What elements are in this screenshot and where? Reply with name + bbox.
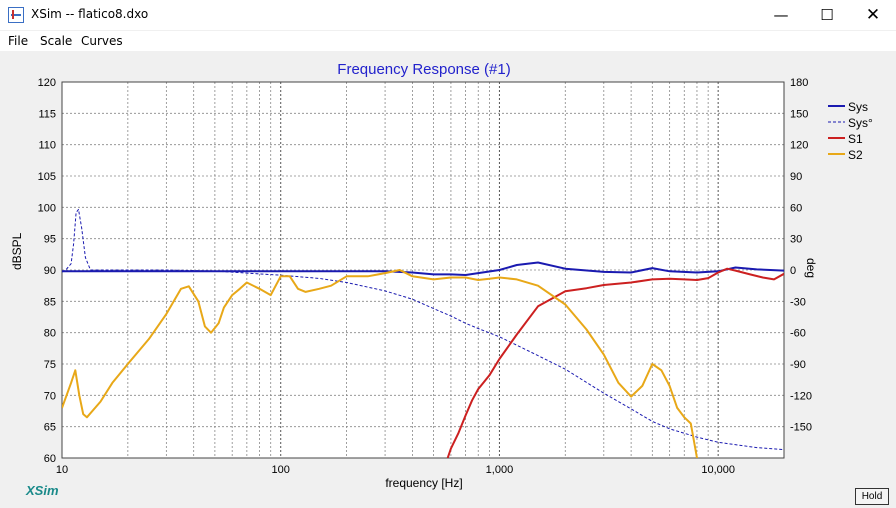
y-tick-label: 80: [44, 328, 56, 340]
title-bar: XSim -- flatico8.dxo — ☐ ✕: [0, 0, 896, 31]
x-tick-label: 10: [56, 464, 68, 476]
menu-file[interactable]: File: [8, 34, 29, 48]
y2-tick-label: 30: [790, 234, 802, 246]
series-line-sys: [62, 261, 784, 276]
legend-label: Sys: [848, 100, 868, 114]
y-tick-label: 70: [44, 390, 56, 402]
y2-tick-label: -120: [790, 390, 812, 402]
x-tick-label: 10,000: [701, 464, 735, 476]
y-tick-label: 65: [44, 422, 56, 434]
y2-tick-label: 150: [790, 108, 808, 120]
y-tick-label: 85: [44, 296, 56, 308]
menu-scale[interactable]: Scale: [40, 34, 73, 48]
y-axis-label-left: dBSPL: [10, 232, 24, 270]
y-tick-label: 110: [38, 140, 56, 152]
y2-tick-label: 0: [790, 265, 796, 277]
series-line-s2: [62, 269, 698, 458]
y-tick-label: 95: [44, 234, 56, 246]
xsim-brand-label: XSim: [26, 483, 59, 498]
x-tick-label: 1,000: [486, 464, 514, 476]
y2-tick-label: 120: [790, 140, 808, 152]
y-tick-label: 75: [44, 359, 56, 371]
x-tick-label: 100: [272, 464, 290, 476]
menu-curves[interactable]: Curves: [81, 34, 123, 48]
y-tick-label: 105: [38, 171, 56, 183]
y-tick-label: 90: [44, 265, 56, 277]
y-tick-label: 120: [38, 77, 56, 89]
legend-label: S2: [848, 148, 863, 162]
y2-tick-label: -150: [790, 422, 812, 434]
y-tick-label: 115: [38, 108, 56, 120]
y2-tick-label: -60: [790, 328, 806, 340]
menu-bar: File Scale Curves: [0, 31, 896, 51]
y2-tick-label: 180: [790, 77, 808, 89]
hold-button[interactable]: Hold: [855, 488, 889, 505]
maximize-button[interactable]: ☐: [820, 6, 834, 24]
y-tick-label: 60: [44, 453, 56, 465]
x-axis-label: frequency [Hz]: [385, 476, 463, 490]
y2-tick-label: 90: [790, 171, 802, 183]
series-line-s1: [446, 267, 784, 458]
close-button[interactable]: ✕: [865, 5, 881, 25]
y2-tick-label: -30: [790, 296, 806, 308]
legend-label: S1: [848, 132, 863, 146]
series-line-sys-phase: [62, 208, 784, 451]
y2-tick-label: 60: [790, 202, 802, 214]
y-axis-label-right: deg: [804, 258, 818, 279]
minimize-button[interactable]: —: [773, 6, 789, 24]
y2-tick-label: -90: [790, 359, 806, 371]
window-title: XSim -- flatico8.dxo: [31, 7, 149, 21]
y-tick-label: 100: [38, 202, 56, 214]
chart-title: Frequency Response (#1): [337, 61, 511, 78]
legend-label: Sys°: [848, 116, 873, 130]
app-icon: [8, 7, 24, 23]
